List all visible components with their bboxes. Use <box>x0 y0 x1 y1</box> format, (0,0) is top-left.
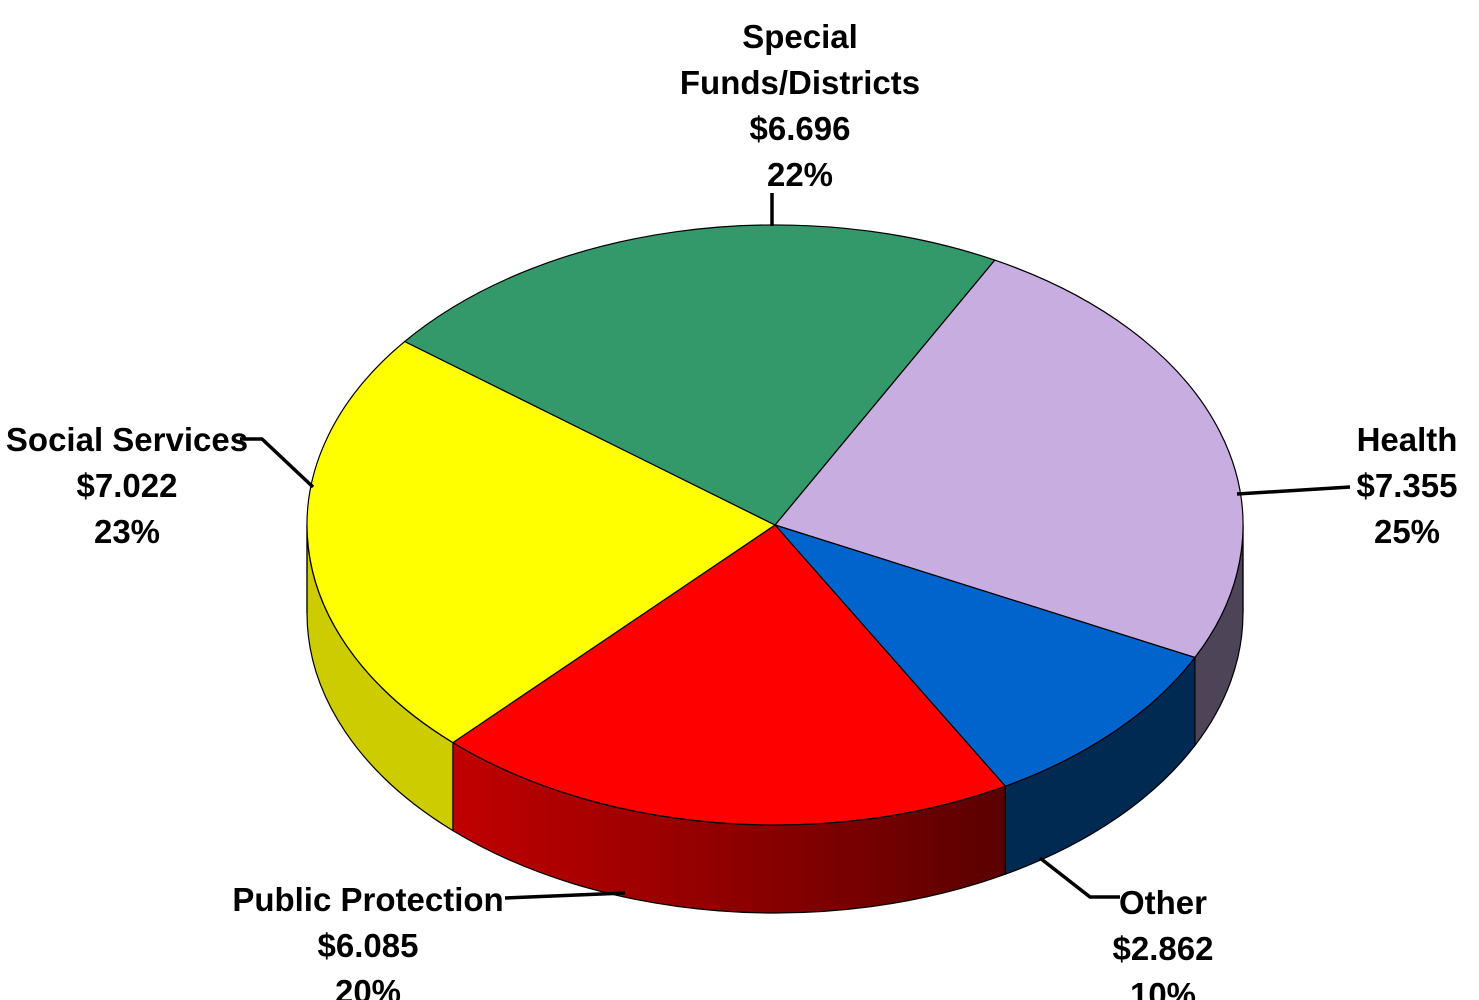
label-public-protection-percent: 20% <box>335 973 401 1000</box>
label-social-services-value: $7.022 <box>77 467 178 504</box>
label-other-value: $2.862 <box>1113 930 1214 967</box>
label-public-protection-name: Public Protection <box>232 881 503 918</box>
label-social-services-percent: 23% <box>94 513 160 550</box>
leader-social-services <box>240 439 313 487</box>
leader-public-protection <box>505 893 625 898</box>
pie-slices <box>307 225 1243 825</box>
label-public-protection-value: $6.085 <box>318 927 419 964</box>
leader-other <box>1040 858 1120 897</box>
label-special-funds-districts-percent: 22% <box>767 156 833 193</box>
label-health-percent: 25% <box>1374 513 1440 550</box>
label-health-name: Health <box>1357 421 1458 458</box>
label-health-value: $7.355 <box>1357 467 1458 504</box>
label-other-percent: 10% <box>1130 976 1196 1000</box>
label-special-funds-districts-name: Special <box>742 18 858 55</box>
label-social-services-name: Social Services <box>6 421 248 458</box>
label-special-funds-districts-name: Funds/Districts <box>680 64 920 101</box>
leader-health <box>1237 487 1350 494</box>
label-other-name: Other <box>1119 884 1207 921</box>
label-special-funds-districts-value: $6.696 <box>750 110 851 147</box>
